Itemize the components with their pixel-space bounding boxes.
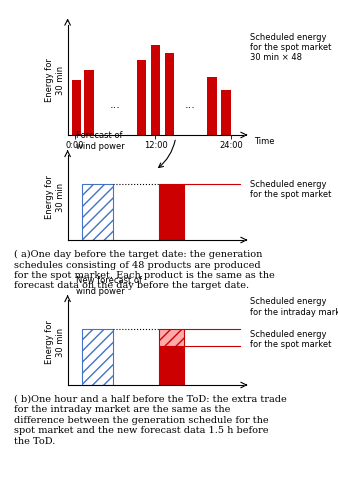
Text: Time: Time <box>254 137 274 146</box>
Bar <box>82 330 113 385</box>
Bar <box>207 77 217 135</box>
Text: Forecast of
wind power: Forecast of wind power <box>76 132 125 150</box>
Bar <box>159 330 184 346</box>
Text: ( a)One day before the target date: the generation
schedules consisting of 48 pr: ( a)One day before the target date: the … <box>14 250 274 290</box>
Text: New forecast of
wind power: New forecast of wind power <box>76 276 142 295</box>
Text: Scheduled energy
for the intraday market: Scheduled energy for the intraday market <box>250 298 338 317</box>
Text: Scheduled energy
for the spot market: Scheduled energy for the spot market <box>250 330 332 349</box>
Bar <box>137 60 146 135</box>
Text: ...: ... <box>185 100 196 110</box>
Bar <box>159 184 184 240</box>
Bar <box>165 53 174 135</box>
Y-axis label: Energy for
30 min: Energy for 30 min <box>45 320 65 364</box>
Text: ( b)One hour and a half before the ToD: the extra trade
for the intraday market : ( b)One hour and a half before the ToD: … <box>14 395 286 446</box>
Bar <box>84 70 94 135</box>
Text: Scheduled energy
for the spot market
30 min × 48: Scheduled energy for the spot market 30 … <box>250 32 332 62</box>
Bar <box>72 80 81 135</box>
Bar <box>221 90 231 135</box>
Y-axis label: Energy for
30 min: Energy for 30 min <box>45 58 65 102</box>
Text: Scheduled energy
for the spot market: Scheduled energy for the spot market <box>250 180 332 200</box>
Bar <box>82 184 113 240</box>
Y-axis label: Energy for
30 min: Energy for 30 min <box>45 176 65 220</box>
Text: ...: ... <box>110 100 120 110</box>
Bar <box>151 45 160 135</box>
Bar <box>159 346 184 385</box>
